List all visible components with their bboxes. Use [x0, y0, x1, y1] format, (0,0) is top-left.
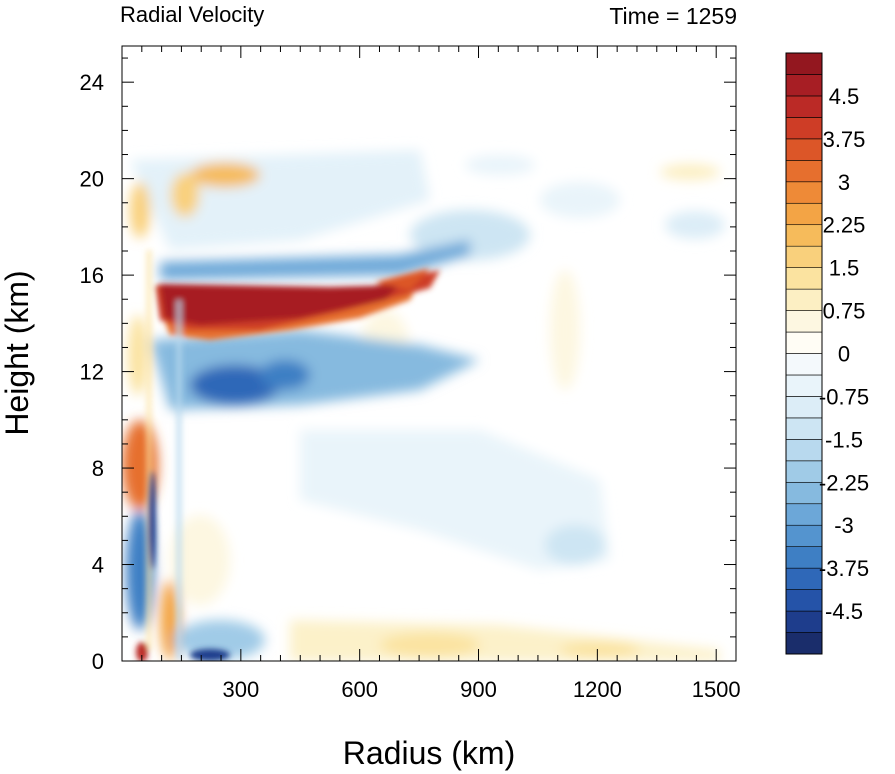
y-tick-label: 8 [92, 456, 104, 481]
colorbar-label: -3 [834, 513, 854, 538]
colorbar-label: 3 [838, 170, 850, 195]
chart-title: Radial Velocity [120, 2, 264, 27]
colorbar-swatch [785, 460, 823, 483]
x-tick-label: 1500 [692, 677, 741, 702]
colorbar-swatch [785, 374, 823, 397]
x-tick-label: 600 [341, 677, 378, 702]
y-tick-label: 12 [80, 360, 104, 385]
x-axis: 300 600 900 1200 1500 [141, 46, 741, 702]
colorbar-swatch [785, 524, 823, 547]
x-tick-label: 1200 [573, 677, 622, 702]
colorbar-swatch [785, 288, 823, 311]
y-tick-label: 16 [80, 263, 104, 288]
colorbar-swatch [785, 396, 823, 419]
colorbar-swatch [785, 74, 823, 97]
colorbar-swatch [785, 439, 823, 462]
colorbar-swatch [785, 267, 823, 290]
colorbar-label: -3.75 [819, 556, 869, 581]
colorbar-swatch [785, 589, 823, 612]
y-tick-label: 4 [92, 553, 104, 578]
colorbar-swatch [785, 117, 823, 140]
colorbar-frame [785, 52, 823, 655]
colorbar-swatch [785, 95, 823, 118]
y-axis: 0 4 8 12 16 20 24 [80, 57, 736, 674]
x-tick-label: 900 [460, 677, 497, 702]
colorbar-label: 0.75 [823, 299, 866, 324]
y-tick-label: 0 [92, 649, 104, 674]
colorbar-label: 4.5 [829, 84, 860, 109]
colorbar-swatch [785, 331, 823, 354]
x-tick-label: 300 [222, 677, 259, 702]
x-axis-label: Radius (km) [343, 735, 515, 771]
y-axis-label: Height (km) [0, 270, 35, 435]
colorbar-label: 0 [838, 342, 850, 367]
colorbar-label: 3.75 [823, 127, 866, 152]
time-label: Time = 1259 [609, 3, 737, 29]
colorbar-label: -2.25 [819, 470, 869, 495]
colorbar-swatch [785, 567, 823, 590]
colorbar-swatch [785, 310, 823, 333]
colorbar: 4.5 3.75 3 2.25 1.5 0.75 0 -0.75 -1.5 -2.25 -3 -3.7… [785, 52, 869, 655]
colorbar-swatch [785, 481, 823, 505]
colorbar-label: 2.25 [823, 213, 866, 238]
colorbar-swatch [785, 546, 823, 569]
colorbar-swatch [785, 610, 823, 633]
colorbar-swatch [785, 202, 823, 226]
colorbar-swatch [785, 632, 823, 655]
colorbar-label: -4.5 [825, 599, 863, 624]
colorbar-swatch [785, 503, 823, 526]
colorbar-label: -1.5 [825, 427, 863, 452]
plot-frame [121, 45, 737, 662]
colorbar-swatch [785, 224, 823, 247]
colorbar-swatch [785, 160, 823, 183]
y-tick-label: 20 [80, 167, 104, 192]
colorbar-label: -0.75 [819, 384, 869, 409]
colorbar-swatch [785, 138, 823, 161]
colorbar-swatch [785, 52, 823, 75]
heatmap-field [122, 150, 725, 661]
y-tick-label: 24 [80, 70, 104, 95]
colorbar-swatch [785, 245, 823, 268]
colorbar-swatch [785, 181, 823, 204]
colorbar-swatch [785, 417, 823, 440]
colorbar-label: 1.5 [829, 256, 860, 281]
colorbar-swatch [785, 353, 823, 376]
